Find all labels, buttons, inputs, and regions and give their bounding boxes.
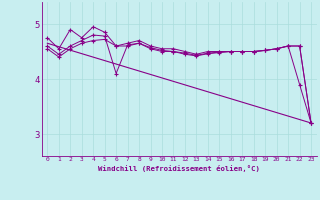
X-axis label: Windchill (Refroidissement éolien,°C): Windchill (Refroidissement éolien,°C) [98, 165, 260, 172]
